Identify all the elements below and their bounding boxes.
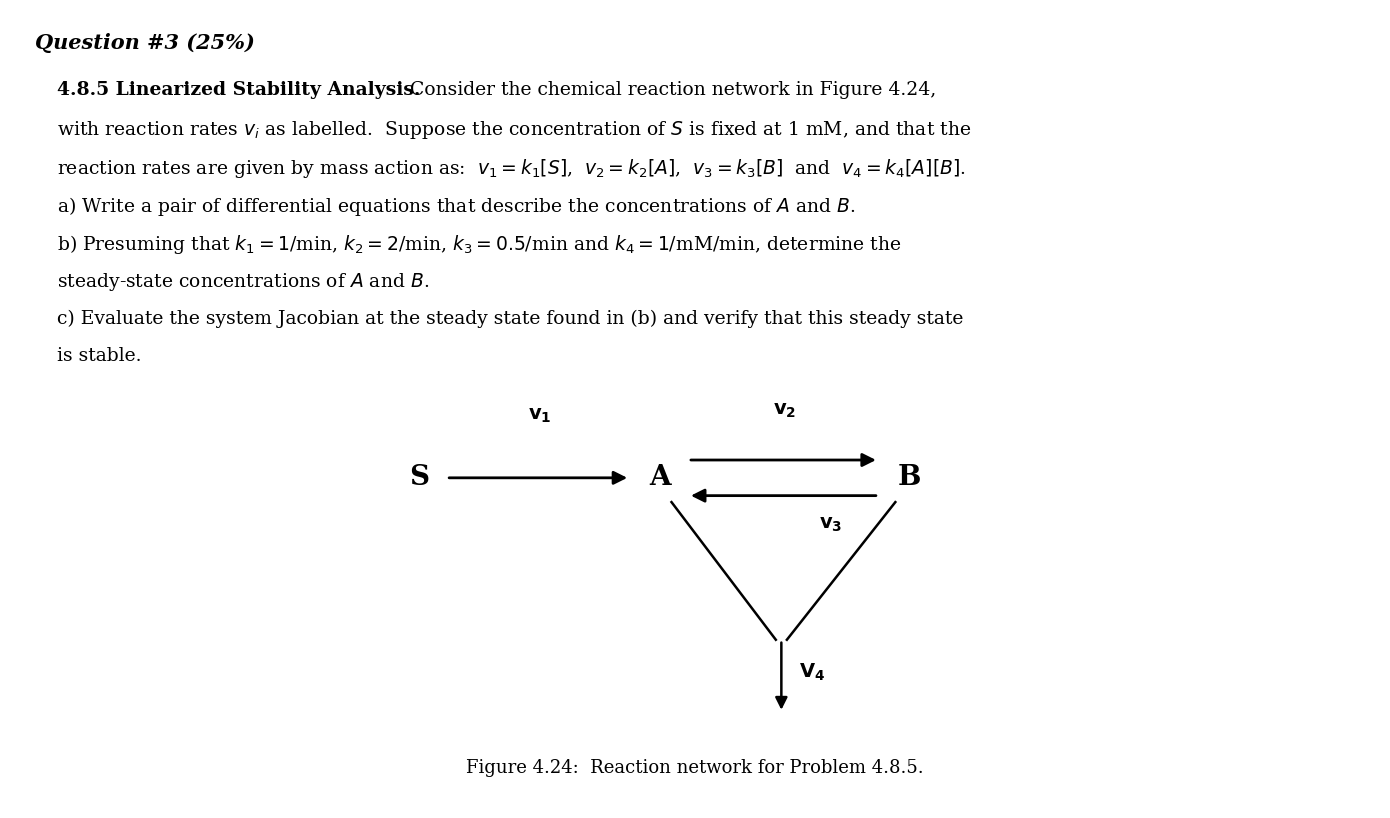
Text: c) Evaluate the system Jacobian at the steady state found in (b) and verify that: c) Evaluate the system Jacobian at the s… [57,309,963,328]
Text: with reaction rates $v_i$ as labelled.  Suppose the concentration of $S$ is fixe: with reaction rates $v_i$ as labelled. S… [57,119,972,142]
Text: $\mathbf{V_4}$: $\mathbf{V_4}$ [799,662,826,683]
Text: $\mathbf{v_2}$: $\mathbf{v_2}$ [773,401,796,420]
Text: A: A [649,465,671,492]
Text: $\mathbf{v_1}$: $\mathbf{v_1}$ [528,407,552,425]
Text: B: B [898,465,920,492]
Text: Question #3 (25%): Question #3 (25%) [35,33,254,52]
Text: S: S [409,465,428,492]
Text: a) Write a pair of differential equations that describe the concentrations of $A: a) Write a pair of differential equation… [57,196,855,218]
Text: Figure 4.24:  Reaction network for Problem 4.8.5.: Figure 4.24: Reaction network for Proble… [466,759,924,777]
Text: $\mathbf{v_3}$: $\mathbf{v_3}$ [819,516,842,534]
Text: is stable.: is stable. [57,348,142,366]
Text: Consider the chemical reaction network in Figure 4.24,: Consider the chemical reaction network i… [398,81,937,99]
Text: reaction rates are given by mass action as:  $v_1 = k_1[S]$,  $v_2 = k_2[A]$,  $: reaction rates are given by mass action … [57,157,965,180]
Text: 4.8.5 Linearized Stability Analysis.: 4.8.5 Linearized Stability Analysis. [57,81,420,99]
Text: steady-state concentrations of $A$ and $B$.: steady-state concentrations of $A$ and $… [57,272,430,294]
Text: b) Presuming that $k_1 = 1$/min, $k_2 = 2$/min, $k_3 = 0.5$/min and $k_4 = 1$/mM: b) Presuming that $k_1 = 1$/min, $k_2 = … [57,233,901,256]
